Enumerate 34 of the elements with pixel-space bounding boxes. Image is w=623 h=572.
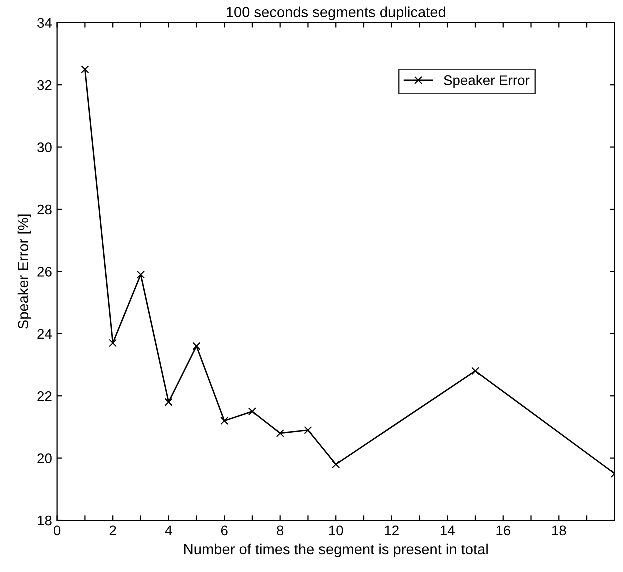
y-tick-label: 20	[38, 454, 52, 464]
x-tick-label: 8	[277, 526, 284, 536]
point	[248, 408, 256, 416]
point	[332, 460, 340, 469]
y-tick-label: 26	[38, 267, 52, 277]
legend-label: Speaker Error	[444, 75, 530, 88]
y-tick-label: 28	[38, 204, 52, 215]
y-tick-label: 34	[38, 18, 52, 28]
point	[164, 398, 173, 406]
x-tick-label: 12	[385, 526, 399, 536]
y-tick-label: 22	[38, 391, 52, 402]
point	[471, 367, 480, 376]
y-tick-label: 30	[38, 142, 52, 152]
point	[109, 339, 118, 348]
point	[136, 270, 145, 279]
chart-title: 100 seconds segments duplicated	[226, 6, 446, 20]
y-tick-label: 32	[38, 80, 52, 90]
point	[81, 66, 90, 74]
x-axis-title: Number of times the segment is present in total	[184, 544, 488, 558]
x-tick-label: 4	[165, 526, 172, 536]
point	[304, 426, 312, 434]
x-tick-label: 6	[221, 526, 228, 536]
point	[192, 342, 201, 350]
y-tick-label: 24	[38, 329, 52, 339]
point	[220, 416, 229, 426]
x-tick-label: 18	[552, 526, 566, 536]
y-axis-title: Speaker Error [%]	[18, 214, 32, 329]
point	[276, 429, 284, 438]
x-tick-label: 10	[329, 526, 344, 536]
x-tick-label: 2	[110, 526, 116, 536]
y-tick-label: 18	[38, 516, 52, 526]
x-tick-label: 0	[54, 526, 61, 536]
x-tick-label: 14	[440, 526, 455, 536]
x-tick-label: 16	[496, 526, 510, 536]
